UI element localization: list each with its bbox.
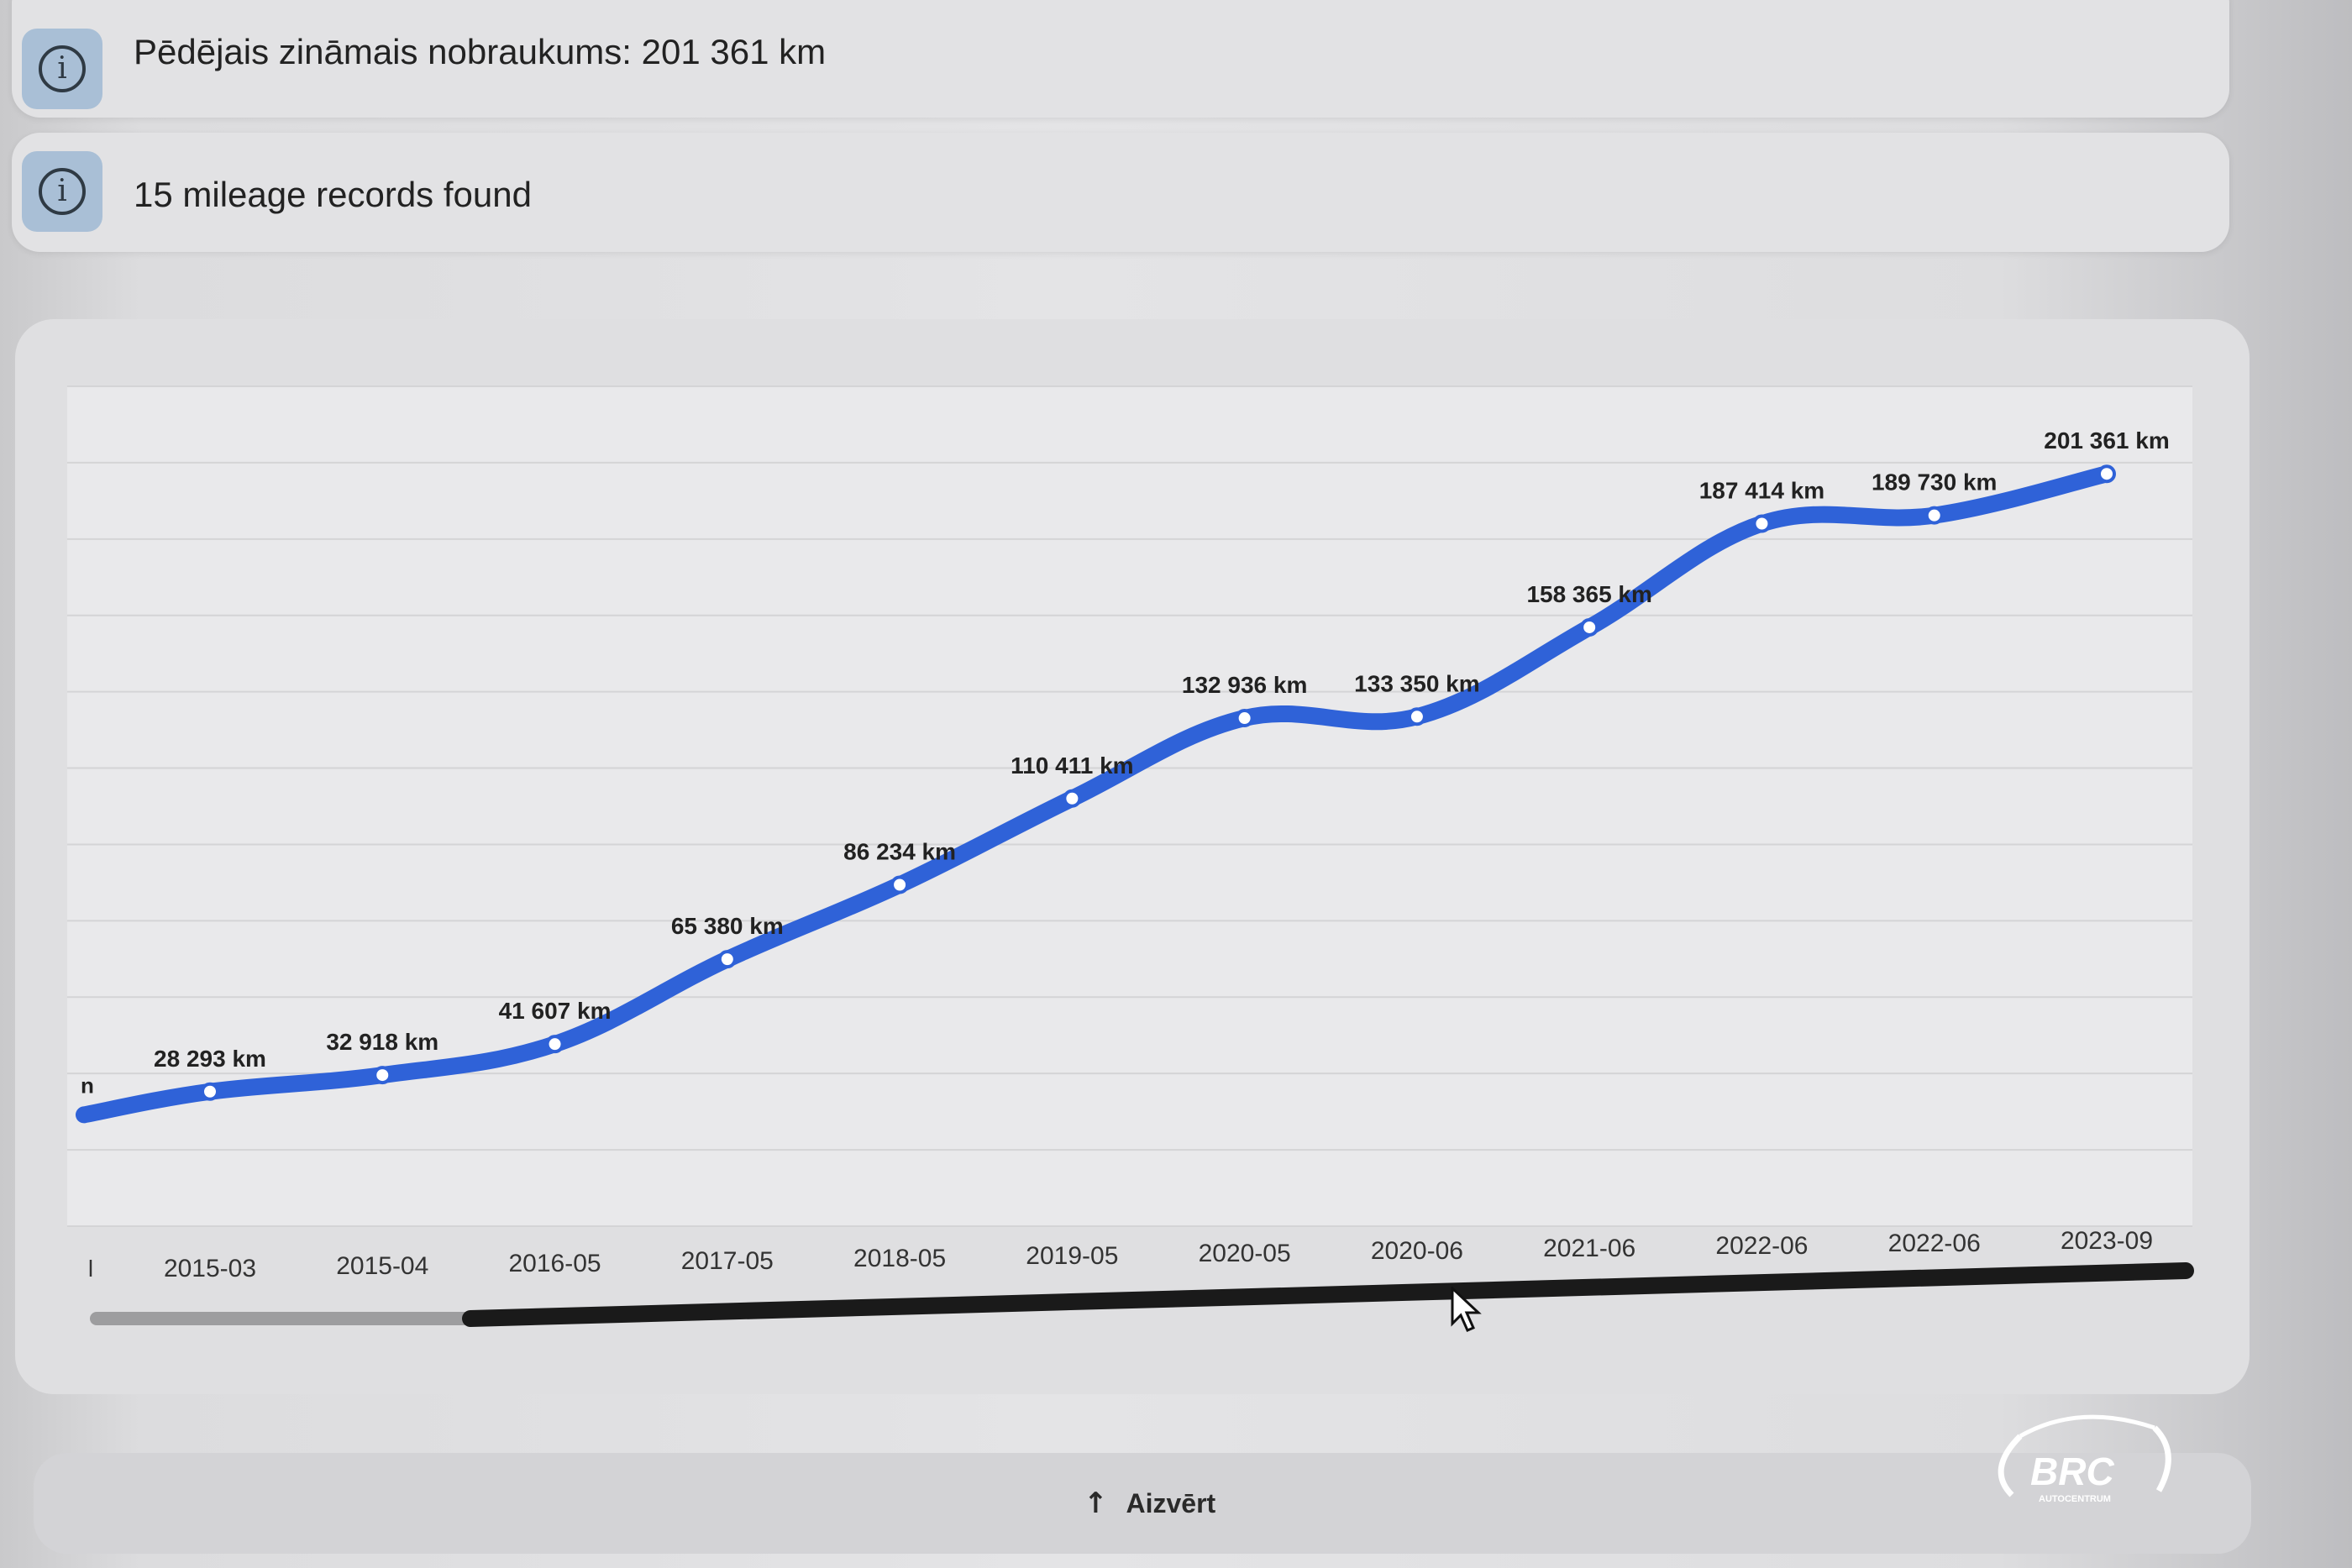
svg-text:AUTOCENTRUM: AUTOCENTRUM (2039, 1494, 2111, 1504)
data-label: 132 936 km (1182, 672, 1307, 698)
data-label: 32 918 km (326, 1029, 438, 1055)
close-bar[interactable] (34, 1453, 2251, 1554)
info-box-records-found: i 15 mileage records found (12, 133, 2229, 252)
info-box-last-mileage: i Pēdējais zināmais nobraukums: 201 361 … (12, 0, 2229, 118)
data-point[interactable] (1752, 514, 1772, 533)
data-point[interactable] (1407, 707, 1426, 726)
x-tick-label: 2023-09 (2061, 1227, 2153, 1255)
x-tick-label: 2019-05 (1026, 1242, 1118, 1270)
data-label: 187 414 km (1699, 477, 1824, 503)
info-icon: i (22, 29, 102, 109)
data-point[interactable] (2097, 464, 2116, 484)
svg-text:BRC: BRC (2030, 1450, 2114, 1493)
data-point[interactable] (373, 1066, 392, 1085)
data-point[interactable] (1580, 617, 1599, 637)
data-point[interactable] (1924, 506, 1944, 525)
data-point[interactable] (717, 950, 737, 969)
data-label: 201 361 km (2044, 427, 2169, 454)
x-tick-label: 2017-05 (681, 1247, 774, 1275)
data-point[interactable] (1235, 709, 1254, 728)
data-point[interactable] (1063, 789, 1082, 808)
partial-data-label: n (81, 1072, 94, 1098)
mouse-cursor-icon (1451, 1287, 1482, 1332)
x-tick-label: 2018-05 (853, 1245, 946, 1272)
info-icon: i (22, 151, 102, 232)
last-mileage-text: Pēdējais zināmais nobraukums: 201 361 km (134, 32, 827, 71)
data-label: 110 411 km (1011, 753, 1133, 779)
x-tick-label: 2015-04 (336, 1252, 428, 1280)
x-tick-label: 2020-05 (1199, 1240, 1291, 1267)
plot-area (67, 386, 2192, 1226)
x-tick-label: 2020-06 (1371, 1237, 1463, 1265)
data-label: 28 293 km (154, 1046, 266, 1072)
x-tick-label: 2016-05 (508, 1250, 601, 1277)
records-found-text: 15 mileage records found (134, 175, 532, 214)
x-tick-label: l (88, 1256, 93, 1282)
scrollbar-thumb[interactable] (462, 1262, 2194, 1327)
arrow-up-icon: ↑ (1084, 1487, 1108, 1520)
data-label: 65 380 km (671, 913, 784, 939)
data-label: 189 730 km (1872, 469, 1997, 496)
data-point[interactable] (201, 1082, 219, 1101)
x-tick-label: 2022-06 (1888, 1230, 1981, 1257)
data-point[interactable] (545, 1035, 564, 1054)
data-label: 133 350 km (1354, 670, 1479, 696)
brc-logo: BRC AUTOCENTRUM (1998, 1414, 2171, 1504)
data-label: 86 234 km (843, 839, 956, 865)
data-label: 41 607 km (499, 998, 612, 1024)
x-tick-label: 2021-06 (1543, 1235, 1635, 1262)
data-label: 158 365 km (1526, 581, 1651, 607)
data-point[interactable] (890, 875, 910, 894)
x-tick-label: 2015-03 (164, 1255, 256, 1282)
close-button-label: Aizvērt (1126, 1487, 1216, 1518)
x-tick-label: 2022-06 (1715, 1232, 1808, 1260)
close-button[interactable]: ↑ Aizvērt (1084, 1487, 1215, 1520)
